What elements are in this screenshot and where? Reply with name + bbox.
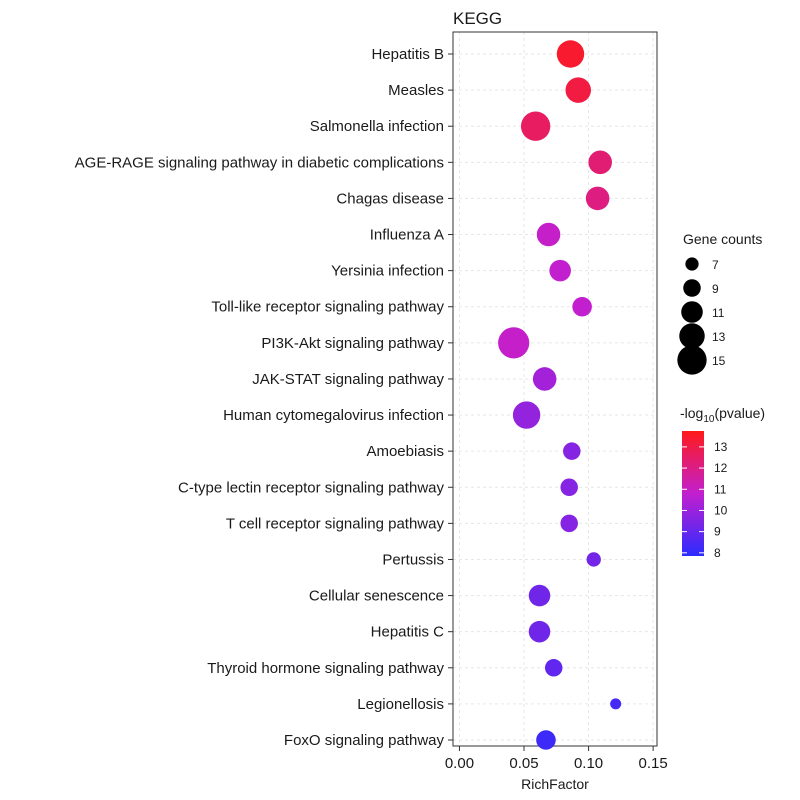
data-point	[563, 442, 581, 460]
size-legend-label: 13	[712, 330, 726, 344]
color-legend-title-sub: 10	[703, 414, 715, 425]
pathway-label: JAK-STAT signaling pathway	[252, 371, 444, 388]
pathway-label: Thyroid hormone signaling pathway	[207, 660, 444, 677]
size-legend-label: 7	[712, 258, 719, 272]
data-point	[565, 77, 591, 103]
pathway-label: Measles	[388, 82, 444, 99]
pathway-label: C-type lectin receptor signaling pathway	[178, 479, 444, 496]
data-point	[610, 698, 622, 710]
size-legend-dot	[681, 301, 703, 323]
pathway-label: Human cytomegalovirus infection	[223, 407, 444, 424]
plot-border	[452, 31, 658, 747]
data-points	[498, 40, 622, 750]
color-legend-title-main: -log	[680, 405, 703, 421]
pathway-label: Cellular senescence	[309, 588, 444, 605]
pathway-label: Chagas disease	[336, 190, 444, 207]
pathway-label: PI3K-Akt signaling pathway	[261, 335, 444, 352]
data-point	[560, 478, 578, 497]
grid-layer	[453, 32, 657, 746]
size-legend-label: 11	[712, 306, 725, 320]
size-legend-dot	[679, 323, 705, 349]
data-point	[585, 186, 610, 211]
size-legend-label: 15	[712, 354, 726, 368]
data-point	[549, 259, 571, 282]
data-point	[498, 327, 530, 359]
data-point	[528, 620, 551, 643]
pathway-label: Hepatitis C	[371, 624, 445, 641]
pathway-label: AGE-RAGE signaling pathway in diabetic c…	[75, 154, 444, 171]
size-legend-label: 9	[712, 282, 719, 296]
color-legend-bar	[682, 431, 704, 556]
data-point	[588, 150, 612, 175]
size-legend-dot	[677, 345, 707, 375]
color-legend-label: 13	[714, 440, 728, 454]
data-point	[586, 552, 601, 567]
data-point	[512, 401, 541, 429]
x-tick-label: 0.10	[574, 755, 603, 772]
data-point	[520, 111, 551, 141]
pathway-label: Pertussis	[382, 551, 444, 568]
size-legend: Gene counts 7 9 11 13 15	[677, 231, 762, 375]
x-tick-label: 0.00	[445, 755, 474, 772]
pathway-label: Hepatitis B	[371, 46, 444, 63]
pathway-label: Legionellosis	[357, 696, 444, 713]
data-point	[560, 514, 578, 533]
x-tick-label: 0.15	[639, 755, 668, 772]
pathway-label: Influenza A	[370, 227, 444, 244]
color-legend-label: 10	[714, 503, 728, 517]
x-axis-title: RichFactor	[521, 776, 589, 792]
size-legend-title: Gene counts	[683, 231, 762, 247]
data-point	[528, 584, 551, 607]
size-legend-dot	[683, 279, 701, 297]
data-point	[536, 222, 561, 247]
x-axis: 0.00 0.05 0.10 0.15	[445, 746, 668, 772]
data-point	[532, 367, 557, 391]
pathway-label: Toll-like receptor signaling pathway	[211, 299, 444, 316]
color-legend-title-tail: (pvalue)	[714, 405, 765, 421]
data-point	[572, 296, 592, 317]
size-legend-dot	[685, 257, 699, 271]
pathway-label: Yersinia infection	[331, 263, 444, 280]
chart-title: KEGG	[453, 9, 502, 28]
color-legend-title: -log10(pvalue)	[680, 405, 765, 425]
pathway-label: T cell receptor signaling pathway	[226, 515, 445, 532]
color-legend-label: 8	[714, 546, 721, 560]
data-point	[536, 730, 556, 750]
color-legend-label: 12	[714, 461, 728, 475]
data-point	[556, 40, 585, 68]
x-tick-label: 0.05	[509, 755, 538, 772]
color-legend-label: 9	[714, 525, 721, 539]
color-legend-label: 11	[714, 482, 727, 496]
pathway-label: FoxO signaling pathway	[284, 732, 445, 749]
data-point	[544, 659, 563, 677]
pathway-label: Salmonella infection	[310, 118, 444, 135]
pathway-labels: Hepatitis B Measles Salmonella infection AG…	[75, 46, 453, 749]
pathway-label: Amoebiasis	[366, 443, 444, 460]
